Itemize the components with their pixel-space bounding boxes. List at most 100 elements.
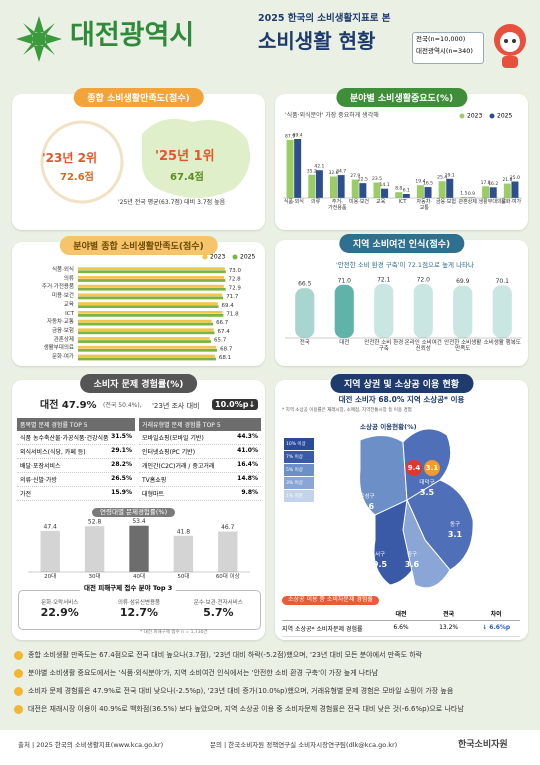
x-tick-label: 문화·여가 <box>501 199 522 205</box>
x-tick-label: 주거·가전용품 <box>328 199 347 211</box>
table-title: 소상공 이용 중 소비자문제 경험률 <box>282 596 379 605</box>
table-head: 대전 <box>395 611 407 618</box>
title: 소비생활 현황 <box>258 29 376 53</box>
relief-label: 운수·보관·전자서비스 <box>193 600 243 606</box>
relief-label: 의류·섬유신변용품 <box>117 600 161 606</box>
row-value: 28.2% <box>111 461 132 468</box>
x-tick-label: ICT <box>398 199 407 205</box>
y-tick-label: 식품·외식 <box>52 266 74 273</box>
relief-note: * 대전 피해구제 접수 n = 1,730건 <box>140 630 208 635</box>
legend-item: 10% 이상 <box>284 438 314 450</box>
row-label: 대형마트 <box>142 491 165 498</box>
row-value: 9.8% <box>241 489 258 496</box>
subtitle: 2025 한국의 소비생활지표로 본 <box>258 13 391 24</box>
row-label: 가전 <box>20 491 32 498</box>
sample-box <box>412 32 484 64</box>
x-tick-label: 대전 <box>339 340 350 346</box>
x-tick-label: 금융·보험 <box>435 199 456 205</box>
chart-title: 연령대별 문제경험률(%) <box>92 508 176 518</box>
row-label: 식품 농수축산물·가공식품·건강식품 <box>20 435 109 442</box>
district-value: 9.5 <box>372 560 388 569</box>
check-icon <box>14 650 23 660</box>
list-row: 의류·신발·가방 26.5% <box>17 473 135 487</box>
district-name: 동구 <box>449 522 461 528</box>
problem-compare: '23년 조사 대비 <box>152 402 200 410</box>
satisfaction-panel: 분야별 종합 소비생활만족도(점수) <box>12 236 265 366</box>
mascot <box>494 24 526 68</box>
x-tick-label: 식품·외식 <box>283 199 304 205</box>
relief-label: 문화·오락서비스 <box>41 600 79 606</box>
list-title: 거래유형별 문제 경험률 TOP 5 <box>139 418 261 431</box>
panel-title: 종합 소비생활만족도(점수) <box>73 88 204 107</box>
y-tick-label: 문화·여가 <box>52 354 74 361</box>
x-tick-label: 교육 <box>376 199 386 205</box>
footer-contact: 문의 | 한국소비자원 정책연구실 소비자시장연구팀(dlk@kca.go.kr… <box>210 741 398 749</box>
regional-panel: 지역 소비여건 인식(점수) <box>275 234 528 366</box>
summary-item: 분야별 소비생활 중요도에서는 '식품·외식분야'가, 지역 소비여건 인식에서… <box>14 668 528 678</box>
score-2023: 72.6점 <box>60 172 94 183</box>
summary-text: 대전은 재래시장 이용이 40.9%로 백화점(36.5%) 보다 높았으며, … <box>28 705 464 713</box>
table-cell: 13.2% <box>439 624 459 631</box>
list-row: TV홈쇼핑 14.8% <box>139 473 261 487</box>
y-tick-label: 금융·보험 <box>52 327 74 334</box>
table-head: 차이 <box>490 611 502 618</box>
rank-2023: '23년 2위 <box>42 151 97 165</box>
problem-national: (전국 50.4%), <box>103 402 142 409</box>
list-row: 가전 15.9% <box>17 487 135 501</box>
x-tick-label: 30대 <box>88 574 101 580</box>
y-tick-label: 미용·보건 <box>52 293 74 300</box>
row-value: 16.4% <box>237 461 258 468</box>
x-tick-label: 자동차·교통 <box>416 199 432 211</box>
sample-national: 전국(n=10,000) <box>416 35 466 43</box>
sample-city: 대전광역시(n=340) <box>416 47 473 55</box>
row-label: 배달·포장서비스 <box>20 463 61 470</box>
relief-title: 대전 피해구제 접수 분야 Top 3 <box>80 584 177 593</box>
x-tick-label: 생활부대의료 <box>478 199 507 205</box>
table-row: 지역 소상공* 소비자문제 경험률 6.6% 13.2% ↓ 6.6%p <box>282 621 520 637</box>
summary-text: 소비자 문제 경험률은 47.9%로 전국 대비 낮으나(-2.5%p), '2… <box>28 687 454 695</box>
footer <box>0 730 540 765</box>
y-tick-label: 교육 <box>63 301 74 308</box>
relief-items: 문화·오락서비스 22.9% 의류·섬유신변용품 12.7% 운수·보관·전자서비스 5.… <box>20 598 258 619</box>
panel-title: 지역 소비여건 인식(점수) <box>338 234 465 253</box>
table-cell: ↓ 6.6%p <box>482 624 511 631</box>
list-row: 인터넷쇼핑(PC 기반) 41.0% <box>139 445 261 459</box>
problem-rate: 대전 47.9% <box>40 400 97 411</box>
row-label: TV홈쇼핑 <box>142 477 167 484</box>
legend-item: 1% 미만 <box>284 490 314 502</box>
row-label: 모바일쇼핑(모바일 기반) <box>142 435 204 442</box>
importance-panel: 분야별 소비생활중요도(%) <box>275 88 528 230</box>
district-value: 3.1 <box>447 530 463 539</box>
legend-item: 7% 이상 <box>284 451 314 463</box>
score-2025: 67.4점 <box>170 172 204 183</box>
city-logo <box>16 16 62 62</box>
district-name: 중구 <box>406 552 418 558</box>
district-name: 대덕구 <box>419 480 435 486</box>
x-tick-label: 관혼상제 <box>458 199 477 205</box>
list-row: 외식서비스(식당, 카페 등) 29.1% <box>17 445 135 459</box>
table-header: 대전 전국 차이 <box>282 607 520 621</box>
list-title: 품목별 문제 경험률 TOP 5 <box>17 418 135 431</box>
check-icon <box>14 668 23 678</box>
relief-item: 운수·보관·전자서비스 5.7% <box>179 598 258 619</box>
panel-title: 소비자 문제 경험률(%) <box>79 374 198 393</box>
overall-shapes <box>40 118 251 204</box>
panel-title: 분야별 소비생활중요도(%) <box>335 88 468 107</box>
x-tick-label: 소비생활 행복도 <box>483 340 521 346</box>
row-value: 44.3% <box>237 433 258 440</box>
district-value: 3.5 <box>419 488 435 497</box>
y-tick-label: 주거·가전용품 <box>41 284 74 291</box>
local-note: * 지역 소상공 이용률은 재래시장, 소매점, 지역전통시장 등 이용 경험 <box>282 408 412 413</box>
y-tick-label: 자동차·교통 <box>46 319 74 326</box>
table-spacer <box>282 609 377 618</box>
x-tick-label: 안전한 소비생활 만족도 <box>444 340 482 353</box>
relief-item: 의류·섬유신변용품 12.7% <box>99 598 178 619</box>
list-row: 배달·포장서비스 28.2% <box>17 459 135 473</box>
x-tick-label: 50대 <box>177 574 190 580</box>
chart-note: '식품·외식분야' 가장 중요하게 생각해 <box>285 112 379 119</box>
rank-2025: '25년 1위 <box>155 149 215 164</box>
list-row: 대형마트 9.8% <box>139 487 261 501</box>
item-list: 품목별 문제 경험률 TOP 5 식품 농수축산물·가공식품·건강식품 31.5%… <box>17 418 135 501</box>
table-row-label: 지역 소상공* 소비자문제 경험률 <box>282 626 363 633</box>
